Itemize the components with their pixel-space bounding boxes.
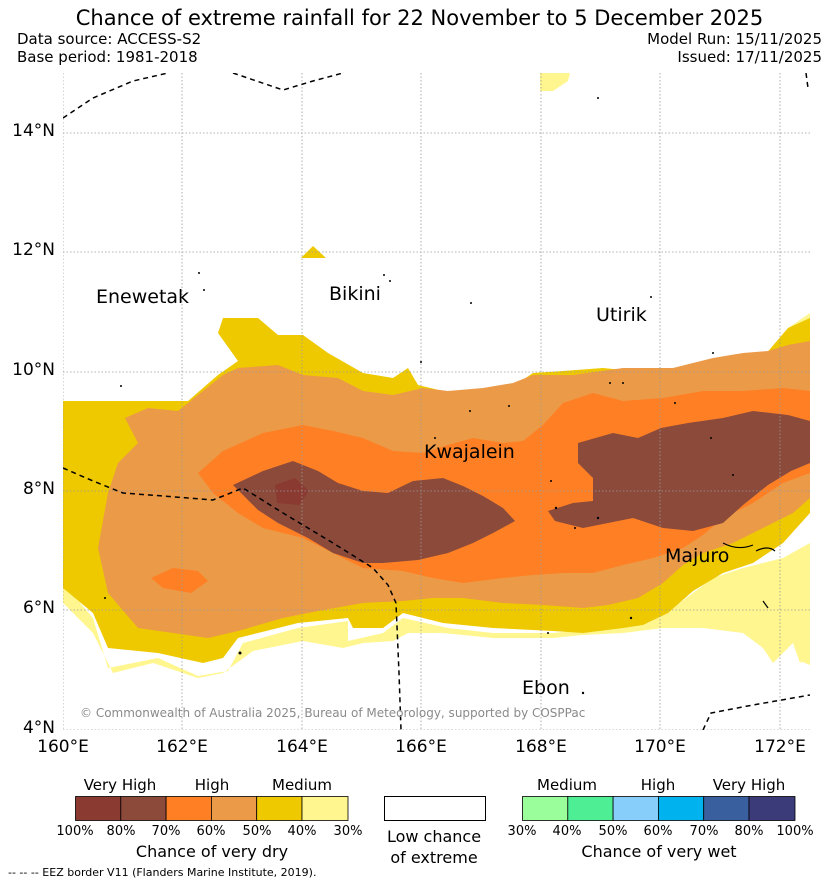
model-run: Model Run: 15/11/2025 <box>647 30 822 48</box>
data-source: Data source: ACCESS-S2 <box>17 30 202 48</box>
wet-tick: 70% <box>689 824 719 839</box>
wet-tick: 30% <box>507 824 537 839</box>
wet-tick: 40% <box>552 824 582 839</box>
legend-wet-title: Chance of very wet <box>581 842 737 861</box>
place-majuro: Majuro <box>665 545 730 567</box>
rainfall-map <box>63 73 810 730</box>
dry-tick: 80% <box>106 824 136 839</box>
dry-tick: 70% <box>151 824 181 839</box>
map-title: Chance of extreme rainfall for 22 Novemb… <box>75 6 764 30</box>
dry-60-70-region <box>151 568 208 593</box>
place-kwajalein: Kwajalein <box>424 441 515 463</box>
place-ebon: Ebon <box>522 677 570 699</box>
dry-tick: 100% <box>56 824 94 839</box>
y-tick-14n: 14°N <box>12 121 55 141</box>
issued-date: Issued: 17/11/2025 <box>677 48 822 66</box>
place-enewetak: Enewetak <box>96 286 190 308</box>
x-tick-164e: 164°E <box>276 737 328 757</box>
legend-dry-medium: Medium <box>272 776 332 794</box>
legend-wet-very-high: Very High <box>712 776 786 794</box>
legend-dry-very-high: Very High <box>83 776 157 794</box>
legend-dry-high: High <box>194 776 230 794</box>
dry-40-50-region <box>301 246 326 258</box>
base-period: Base period: 1981-2018 <box>17 48 198 66</box>
dry-tick: 30% <box>333 824 363 839</box>
dry-30-40-region <box>540 73 570 91</box>
dry-tick: 60% <box>196 824 226 839</box>
x-tick-162e: 162°E <box>156 737 208 757</box>
place-utirik: Utirik <box>596 304 647 326</box>
eez-footnote: -- -- -- EEZ border V11 (Flanders Marine… <box>8 866 317 879</box>
low-chance-swatch <box>384 796 486 821</box>
copyright-notice: © Commonwealth of Australia 2025, Bureau… <box>80 706 586 720</box>
y-tick-10n: 10°N <box>12 360 55 380</box>
legend-wet-high: High <box>640 776 676 794</box>
dry-80-100-region <box>275 478 309 505</box>
x-tick-170e: 170°E <box>634 737 686 757</box>
dry-30-40-region <box>795 618 810 665</box>
legend-dry-title: Chance of very dry <box>135 842 289 861</box>
y-tick-4n: 4°N <box>22 718 55 738</box>
dry-30-40-region <box>63 543 810 678</box>
dry-tick: 40% <box>287 824 317 839</box>
x-tick-168e: 168°E <box>515 737 567 757</box>
wet-colorbar <box>522 796 796 821</box>
island-markers <box>104 97 734 695</box>
wet-tick: 80% <box>734 824 764 839</box>
low-chance-label-2: of extreme <box>390 848 478 867</box>
place-bikini: Bikini <box>329 283 381 305</box>
x-tick-166e: 166°E <box>395 737 447 757</box>
y-tick-12n: 12°N <box>12 240 55 260</box>
wet-tick: 60% <box>643 824 673 839</box>
legend-wet-medium: Medium <box>537 776 597 794</box>
wet-tick: 100% <box>776 824 814 839</box>
low-chance-label-1: Low chance <box>386 827 482 846</box>
x-tick-172e: 172°E <box>754 737 806 757</box>
dry-colorbar <box>75 796 349 821</box>
dry-70-80-region <box>548 411 810 531</box>
y-tick-6n: 6°N <box>22 598 55 618</box>
eez-border <box>63 73 810 730</box>
wet-tick: 50% <box>598 824 628 839</box>
x-tick-160e: 160°E <box>37 737 89 757</box>
dry-tick: 50% <box>242 824 272 839</box>
y-tick-8n: 8°N <box>22 479 55 499</box>
